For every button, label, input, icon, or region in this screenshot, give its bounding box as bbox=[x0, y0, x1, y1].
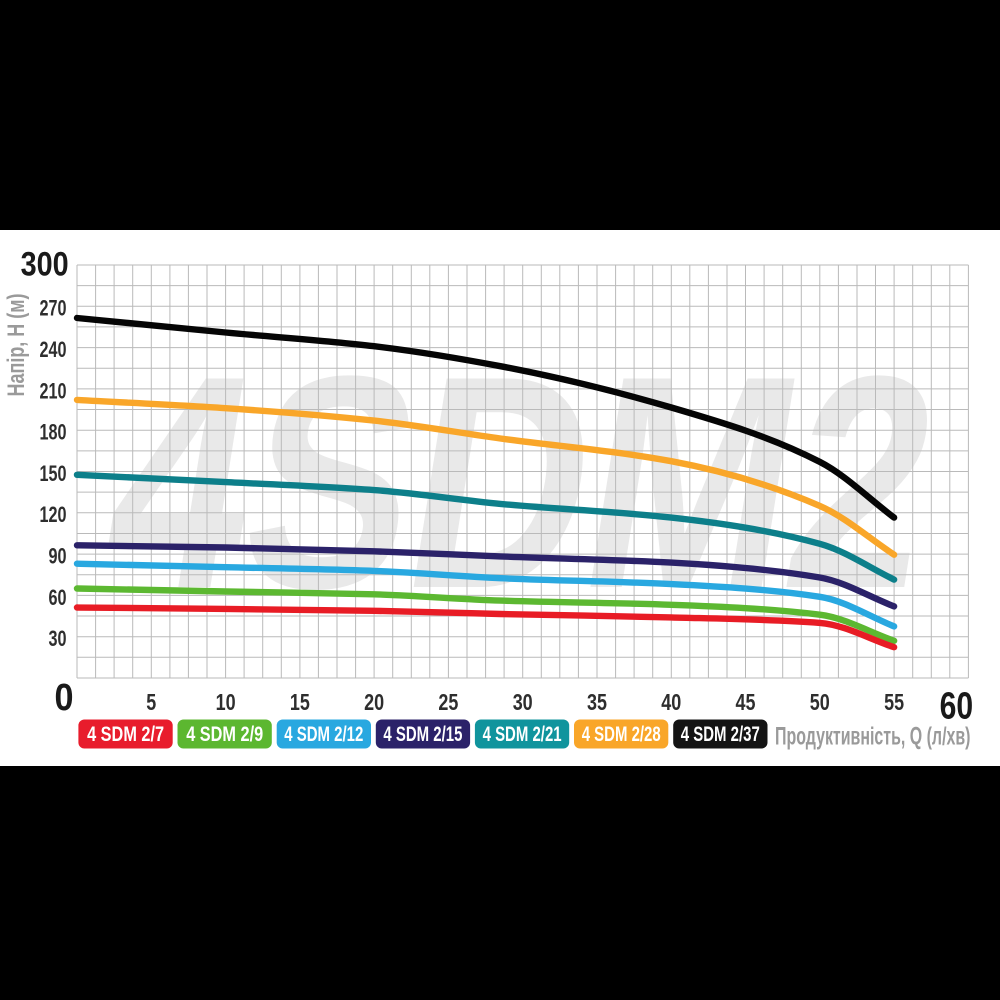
svg-text:0: 0 bbox=[55, 677, 74, 719]
svg-text:4 SDM 2/15: 4 SDM 2/15 bbox=[383, 722, 462, 746]
svg-text:55: 55 bbox=[884, 689, 904, 715]
svg-text:Напір, H (м): Напір, H (м) bbox=[3, 294, 30, 397]
svg-text:4 SDM 2/9: 4 SDM 2/9 bbox=[186, 722, 263, 746]
svg-text:35: 35 bbox=[587, 689, 607, 715]
svg-text:60: 60 bbox=[49, 585, 67, 610]
svg-text:10: 10 bbox=[216, 689, 236, 715]
svg-text:120: 120 bbox=[40, 502, 67, 527]
svg-text:4 SDM 2/37: 4 SDM 2/37 bbox=[681, 722, 760, 746]
svg-text:60: 60 bbox=[940, 685, 974, 727]
svg-text:5: 5 bbox=[146, 689, 156, 715]
svg-text:240: 240 bbox=[40, 337, 67, 362]
svg-text:Продуктивність, Q (л/хв): Продуктивність, Q (л/хв) bbox=[775, 723, 971, 751]
svg-text:50: 50 bbox=[810, 689, 830, 715]
svg-text:210: 210 bbox=[40, 378, 67, 403]
svg-text:45: 45 bbox=[736, 689, 756, 715]
svg-text:270: 270 bbox=[40, 296, 67, 321]
svg-text:25: 25 bbox=[438, 689, 458, 715]
svg-text:4 SDM 2/28: 4 SDM 2/28 bbox=[582, 722, 661, 746]
svg-text:180: 180 bbox=[40, 420, 67, 445]
svg-text:30: 30 bbox=[513, 689, 533, 715]
svg-text:15: 15 bbox=[290, 689, 310, 715]
svg-text:4 SDM 2/7: 4 SDM 2/7 bbox=[87, 722, 164, 746]
svg-text:40: 40 bbox=[661, 689, 681, 715]
svg-text:4 SDM 2/12: 4 SDM 2/12 bbox=[284, 722, 363, 746]
svg-text:30: 30 bbox=[49, 626, 67, 651]
svg-text:300: 300 bbox=[21, 246, 69, 284]
svg-text:90: 90 bbox=[49, 544, 67, 569]
svg-text:150: 150 bbox=[40, 461, 67, 486]
svg-text:4 SDM 2/21: 4 SDM 2/21 bbox=[483, 722, 562, 746]
svg-text:20: 20 bbox=[364, 689, 384, 715]
